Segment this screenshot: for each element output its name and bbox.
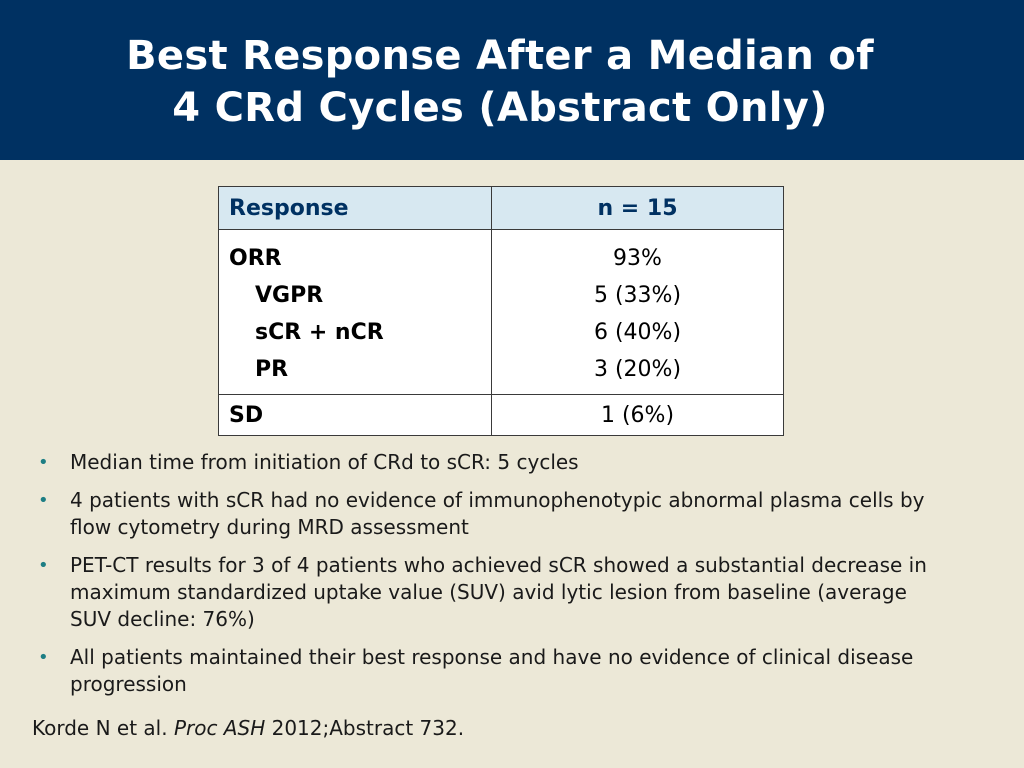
response-label-cell: ORR VGPR sCR + nCR PR (218, 229, 492, 395)
bullet-icon: • (38, 452, 49, 473)
citation-journal: Proc ASH (173, 716, 266, 740)
row-value-orr: 93% (613, 246, 662, 271)
table-row: SD 1 (6%) (218, 394, 784, 436)
response-table: Response n = 15 ORR VGPR sCR + nCR PR 93… (218, 186, 784, 436)
row-label-orr: ORR (229, 246, 282, 271)
list-item: • PET-CT results for 3 of 4 patients who … (38, 552, 938, 633)
slide-title-line-1: Best Response After a Median of (126, 33, 874, 79)
row-label-sd: SD (218, 394, 492, 436)
bullet-list: • Median time from initiation of CRd to s… (38, 449, 938, 709)
row-value-scr-ncr: 6 (40%) (593, 320, 682, 345)
row-label-scr-ncr: sCR + nCR (255, 320, 384, 345)
row-label-pr: PR (255, 357, 289, 382)
row-value-vgpr: 5 (33%) (593, 283, 682, 308)
row-value-pr: 3 (20%) (593, 357, 682, 382)
list-item: • Median time from initiation of CRd to s… (38, 449, 938, 476)
bullet-icon: • (38, 555, 49, 576)
row-value-sd: 1 (6%) (491, 394, 784, 436)
citation-reference: 2012;Abstract 732. (265, 716, 465, 740)
row-label-vgpr: VGPR (255, 283, 324, 308)
column-header-response: Response (218, 186, 492, 230)
column-header-n: n = 15 (491, 186, 784, 230)
bullet-text: All patients maintained their best respo… (70, 645, 914, 696)
bullet-text: Median time from initiation of CRd to sC… (70, 450, 579, 474)
table-header-row: Response n = 15 (218, 186, 784, 230)
bullet-icon: • (38, 647, 49, 668)
bullet-icon: • (38, 490, 49, 511)
table-row: ORR VGPR sCR + nCR PR 93% 5 (33%) 6 (40%… (218, 229, 784, 395)
bullet-text: PET-CT results for 3 of 4 patients who a… (70, 553, 927, 631)
title-banner: Best Response After a Median of 4 CRd Cy… (0, 0, 1024, 160)
bullet-text: 4 patients with sCR had no evidence of i… (70, 488, 925, 539)
slide-title: Best Response After a Median of 4 CRd Cy… (0, 30, 1000, 134)
list-item: • All patients maintained their best resp… (38, 644, 938, 698)
list-item: • 4 patients with sCR had no evidence of … (38, 487, 938, 541)
response-value-cell: 93% 5 (33%) 6 (40%) 3 (20%) (491, 229, 784, 395)
citation-authors: Korde N et al. (32, 716, 174, 740)
slide-title-line-2: 4 CRd Cycles (Abstract Only) (172, 85, 828, 131)
citation: Korde N et al. Proc ASH 2012;Abstract 73… (32, 716, 464, 740)
